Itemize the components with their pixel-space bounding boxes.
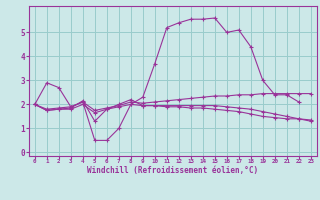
X-axis label: Windchill (Refroidissement éolien,°C): Windchill (Refroidissement éolien,°C) [87, 166, 258, 175]
